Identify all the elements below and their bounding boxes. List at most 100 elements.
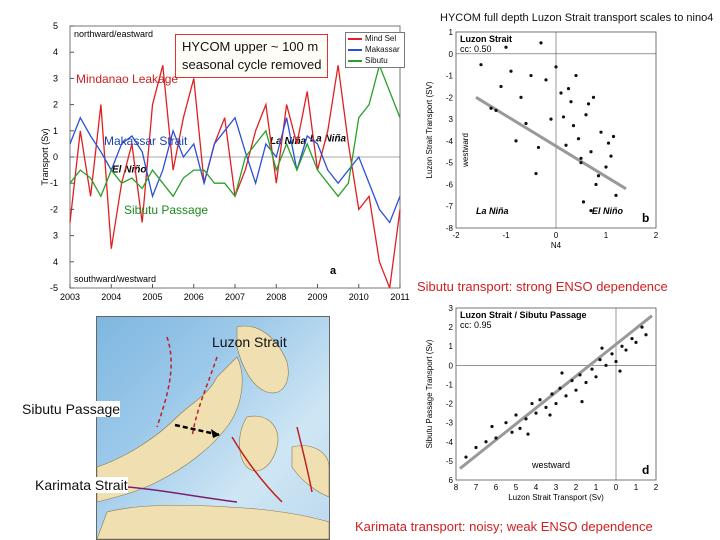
point-b [579, 161, 583, 165]
point-b [509, 69, 513, 73]
point-b [606, 141, 611, 145]
point-b [504, 45, 508, 49]
point-d [594, 375, 598, 379]
point-b [611, 134, 616, 139]
ylabel-a: Transport (Sv) [40, 128, 50, 185]
ytick-label-d: 2 [449, 323, 454, 332]
xtick-label-d: 5 [514, 483, 519, 492]
point-b [534, 171, 538, 176]
point-b [479, 63, 483, 67]
land-java [97, 504, 329, 539]
sibutu-transport-callout: Sibutu transport: strong ENSO dependence [417, 279, 668, 294]
legend-a: Mind Sel Makassar Sibutu [345, 32, 405, 68]
point-d [550, 392, 554, 396]
point-b [576, 137, 581, 141]
point-b [589, 208, 593, 213]
point-d [578, 373, 582, 377]
xtick-label-d: 7 [474, 483, 479, 492]
subtitle-d: cc: 0.95 [460, 320, 492, 330]
point-d [618, 369, 622, 373]
xtick-label-a: 2009 [307, 292, 327, 302]
xtick-label-b: 2 [654, 231, 659, 240]
flow-arrow-2 [191, 356, 218, 438]
flow-arrow-5 [126, 486, 238, 503]
point-d [604, 363, 608, 367]
point-b [559, 91, 563, 95]
ytick-label-a: 4 [53, 257, 58, 267]
point-d [634, 340, 638, 344]
ytick-label-a: 3 [53, 73, 58, 83]
sibutu-map-callout: Sibutu Passage [22, 401, 121, 417]
point-b [529, 73, 533, 78]
xtick-label-d: 3 [554, 483, 559, 492]
point-b [594, 182, 598, 187]
point-d [560, 371, 564, 375]
ylabel-b: Luzon Strait Transport (SV) [425, 81, 434, 178]
point-d [584, 380, 588, 385]
ytick-label-d: 1 [449, 342, 454, 351]
point-d [644, 333, 648, 337]
point-d [524, 417, 528, 421]
note-line-1: HYCOM upper ~ 100 m [182, 39, 319, 54]
annotation-la-nina-b: La Niña [476, 206, 509, 216]
land-sulawesi [239, 415, 279, 472]
panel-letter-a: a [330, 265, 337, 277]
ytick-label-b: -5 [446, 159, 454, 168]
ytick-label-d: 3 [449, 304, 454, 313]
xlabel-d: Luzon Strait Transport (Sv) [508, 493, 604, 502]
xtick-label-b: -2 [452, 231, 460, 240]
point-d [630, 336, 634, 341]
point-d [494, 436, 498, 440]
point-d [534, 411, 538, 415]
point-b [494, 108, 498, 112]
point-d [548, 413, 552, 417]
point-b [554, 65, 558, 69]
point-b [614, 193, 618, 197]
ytick-label-a: 3 [53, 231, 58, 241]
xtick-label-a: 2004 [101, 292, 121, 302]
annotation-la-nina-1: La Niña [270, 136, 307, 147]
ytick-label-d: -5 [446, 457, 454, 466]
xlabel-b: N4 [551, 241, 562, 250]
legend-swatch-sibutu [348, 60, 362, 62]
point-b [536, 145, 541, 150]
point-b [591, 95, 596, 99]
title-d: Luzon Strait / Sibutu Passage [460, 310, 587, 320]
sibutu-pointer-arrowhead [211, 429, 220, 438]
xtick-label-a: 2003 [60, 292, 80, 302]
ytick-label-a: -2 [50, 204, 58, 214]
point-d [598, 358, 602, 362]
point-d [640, 325, 644, 329]
flow-arrow-3 [231, 436, 283, 503]
plot-frame-d [455, 307, 657, 481]
point-d [558, 386, 562, 390]
point-d [570, 379, 574, 383]
point-b [566, 87, 571, 91]
series-line-0 [69, 65, 401, 289]
ytick-label-b: -1 [446, 72, 454, 81]
point-b [581, 200, 586, 204]
ytick-label-b: -8 [446, 224, 454, 233]
point-d [580, 400, 584, 404]
land-borneo [97, 356, 243, 503]
point-b [596, 174, 601, 178]
point-b [499, 84, 503, 89]
karimata-map-callout: Karimata Strait [35, 477, 128, 493]
makassar-callout: Makassar Strait [104, 134, 188, 148]
point-d [590, 367, 594, 371]
ytick-label-d: 0 [449, 361, 454, 370]
fit-line-b [475, 96, 627, 191]
xtick-label-a: 2011 [390, 292, 409, 302]
point-d [526, 432, 530, 436]
panel-letter-b: b [642, 211, 649, 225]
side-label-d: westward [531, 460, 570, 470]
point-b [564, 143, 568, 147]
point-d [600, 346, 604, 350]
annotation-el-nino: El Niño [112, 165, 146, 176]
xtick-label-b: -1 [502, 231, 510, 240]
point-b [599, 130, 603, 134]
region-map [96, 316, 330, 540]
point-b [519, 95, 523, 99]
